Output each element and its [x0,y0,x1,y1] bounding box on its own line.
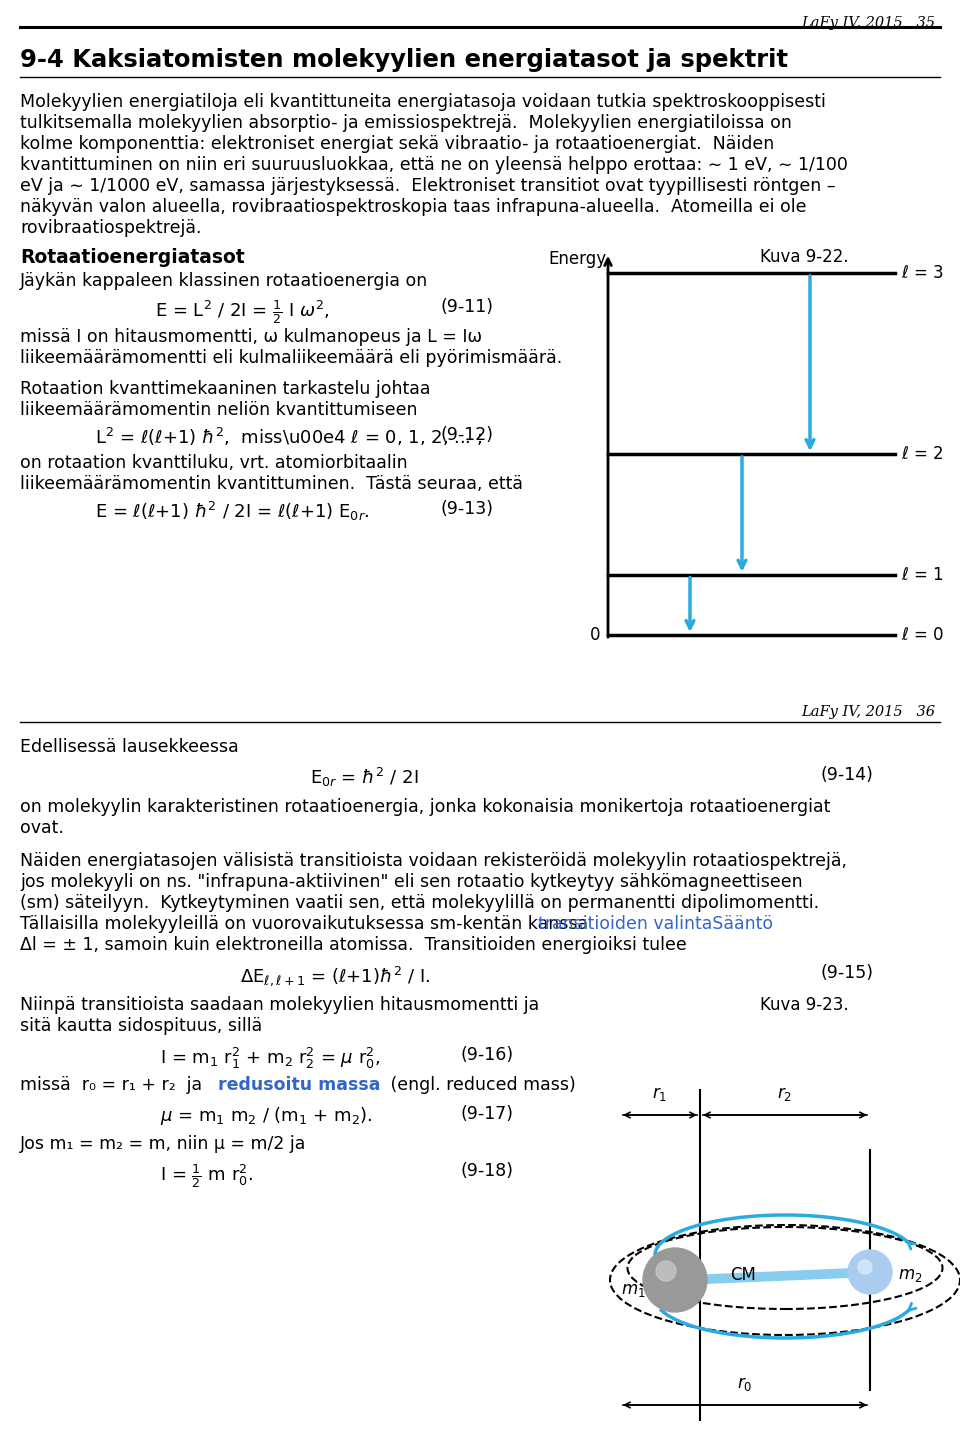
Text: Kuva 9-22.: Kuva 9-22. [760,248,849,266]
Text: CM: CM [730,1266,756,1284]
Text: kolme komponenttia: elektroniset energiat sekä vibraatio- ja rotaatioenergiat.  : kolme komponenttia: elektroniset energia… [20,135,775,153]
Text: jos molekyyli on ns. "infrapuna-aktiivinen" eli sen rotaatio kytkeytyy sähkömagn: jos molekyyli on ns. "infrapuna-aktiivin… [20,873,803,891]
Text: L$^2$ = $\ell$($\ell$+1) $\hbar^2$,  miss\u00e4 $\ell$ = 0, 1, 2, ... ;: L$^2$ = $\ell$($\ell$+1) $\hbar^2$, miss… [95,426,483,448]
Text: $\Delta$E$_{\ell,\ell+1}$ = ($\ell$+1)$\hbar^2$ / I.: $\Delta$E$_{\ell,\ell+1}$ = ($\ell$+1)$\… [240,963,430,988]
Text: $\mu$ = m$_1$ m$_2$ / (m$_1$ + m$_2$).: $\mu$ = m$_1$ m$_2$ / (m$_1$ + m$_2$). [160,1104,372,1128]
Text: liikeemäärämomentti eli kulmaliikeemäärä eli pyörimismäärä.: liikeemäärämomentti eli kulmaliikeemäärä… [20,349,563,368]
Text: (9-15): (9-15) [820,963,873,982]
Text: on rotaation kvanttiluku, vrt. atomiorbitaalin: on rotaation kvanttiluku, vrt. atomiorbi… [20,453,408,472]
Text: Näiden energiatasojen välisistä transitioista voidaan rekisteröidä molekyylin ro: Näiden energiatasojen välisistä transiti… [20,851,847,870]
Text: Tällaisilla molekyyleillä on vuorovaikutuksessa sm-kentän kanssa: Tällaisilla molekyyleillä on vuorovaikut… [20,915,593,933]
Text: ovat.: ovat. [20,819,64,837]
Text: sitä kautta sidospituus, sillä: sitä kautta sidospituus, sillä [20,1017,262,1035]
Text: Δl = ± 1, samoin kuin elektroneilla atomissa.  Transitioiden energioiksi tulee: Δl = ± 1, samoin kuin elektroneilla atom… [20,936,686,955]
Text: I = $\frac{1}{2}$ m r$_0^2$.: I = $\frac{1}{2}$ m r$_0^2$. [160,1162,252,1190]
Text: missä I on hitausmomentti, ω kulmanopeus ja L = Iω: missä I on hitausmomentti, ω kulmanopeus… [20,328,482,346]
Text: (9-13): (9-13) [440,500,493,519]
Text: $r_1$: $r_1$ [653,1085,667,1103]
Text: LaFy IV, 2015   36: LaFy IV, 2015 36 [801,705,935,719]
Text: $\ell$ = 2: $\ell$ = 2 [901,445,944,464]
Text: (sm) säteilyyn.  Kytkeytyminen vaatii sen, että molekyylillä on permanentti dipo: (sm) säteilyyn. Kytkeytyminen vaatii sen… [20,894,819,912]
Text: (9-12): (9-12) [440,426,493,445]
Circle shape [656,1261,676,1282]
Text: liikeemäärämomentin kvantittuminen.  Tästä seuraa, että: liikeemäärämomentin kvantittuminen. Täst… [20,475,523,493]
Text: $m_1$: $m_1$ [621,1282,645,1299]
Text: $m_2$: $m_2$ [898,1266,923,1284]
Text: $\ell$ = 1: $\ell$ = 1 [901,565,944,584]
Text: $r_2$: $r_2$ [778,1085,793,1103]
Text: rovibraatiospektrejä.: rovibraatiospektrejä. [20,219,202,237]
Text: Molekyylien energiatiloja eli kvantittuneita energiatasoja voidaan tutkia spektr: Molekyylien energiatiloja eli kvantittun… [20,93,826,110]
Text: $\ell$ = 3: $\ell$ = 3 [901,264,944,282]
Text: I = m$_1$ r$_1^2$ + m$_2$ r$_2^2$ = $\mu$ r$_0^2$,: I = m$_1$ r$_1^2$ + m$_2$ r$_2^2$ = $\mu… [160,1046,380,1071]
Text: näkyvän valon alueella, rovibraatiospektroskopia taas infrapuna-alueella.  Atome: näkyvän valon alueella, rovibraatiospekt… [20,198,806,216]
Text: kvantittuminen on niin eri suuruusluokkaa, että ne on yleensä helppo erottaa: ∼ : kvantittuminen on niin eri suuruusluokka… [20,155,848,174]
Text: E = $\ell$($\ell$+1) $\hbar^2$ / 2I = $\ell$($\ell$+1) E$_{0r}$.: E = $\ell$($\ell$+1) $\hbar^2$ / 2I = $\… [95,500,370,523]
Text: (engl. reduced mass): (engl. reduced mass) [385,1077,576,1094]
Text: Niinpä transitioista saadaan molekyylien hitausmomentti ja: Niinpä transitioista saadaan molekyylien… [20,995,540,1014]
Text: 9-4 Kaksiatomisten molekyylien energiatasot ja spektrit: 9-4 Kaksiatomisten molekyylien energiata… [20,48,788,73]
Text: E$_{0r}$ = $\hbar^2$ / 2I: E$_{0r}$ = $\hbar^2$ / 2I [310,766,419,789]
Text: (9-14): (9-14) [820,766,873,785]
Text: redusoitu massa: redusoitu massa [218,1077,380,1094]
Text: Rotaation kvanttimekaaninen tarkastelu johtaa: Rotaation kvanttimekaaninen tarkastelu j… [20,381,430,398]
Text: $r_0$: $r_0$ [737,1375,753,1393]
Circle shape [858,1260,872,1274]
Text: missä  r₀ = r₁ + r₂  ja: missä r₀ = r₁ + r₂ ja [20,1077,207,1094]
Text: Rotaatioenergiatasot: Rotaatioenergiatasot [20,248,245,267]
Text: (9-17): (9-17) [460,1104,513,1123]
Text: (9-16): (9-16) [460,1046,514,1064]
Text: Energy: Energy [548,250,606,267]
Text: $\ell$ = 0: $\ell$ = 0 [901,626,944,644]
Text: Jos m₁ = m₂ = m, niin μ = m/2 ja: Jos m₁ = m₂ = m, niin μ = m/2 ja [20,1135,306,1154]
Text: transitioiden valintaSääntö: transitioiden valintaSääntö [538,915,773,933]
Text: tulkitsemalla molekyylien absorptio- ja emissiospektrejä.  Molekyylien energiati: tulkitsemalla molekyylien absorptio- ja … [20,113,792,132]
Text: Kuva 9-23.: Kuva 9-23. [760,995,849,1014]
Text: E = L$^2$ / 2I = $\frac{1}{2}$ I $\omega^2$,: E = L$^2$ / 2I = $\frac{1}{2}$ I $\omega… [155,298,330,325]
Circle shape [848,1250,892,1295]
Text: 0: 0 [589,626,600,644]
Text: eV ja ∼ 1/1000 eV, samassa järjestyksessä.  Elektroniset transitiot ovat tyypill: eV ja ∼ 1/1000 eV, samassa järjestyksess… [20,177,835,195]
Text: (9-11): (9-11) [440,298,493,315]
Text: LaFy IV, 2015   35: LaFy IV, 2015 35 [801,16,935,31]
Text: liikeemäärämomentin neliön kvantittumiseen: liikeemäärämomentin neliön kvantittumise… [20,401,418,418]
Text: (9-18): (9-18) [460,1162,513,1180]
Text: Edellisessä lausekkeessa: Edellisessä lausekkeessa [20,738,239,756]
Circle shape [643,1248,707,1312]
Text: on molekyylin karakteristinen rotaatioenergia, jonka kokonaisia monikertoja rota: on molekyylin karakteristinen rotaatioen… [20,798,830,817]
Text: Jäykän kappaleen klassinen rotaatioenergia on: Jäykän kappaleen klassinen rotaatioenerg… [20,272,428,291]
